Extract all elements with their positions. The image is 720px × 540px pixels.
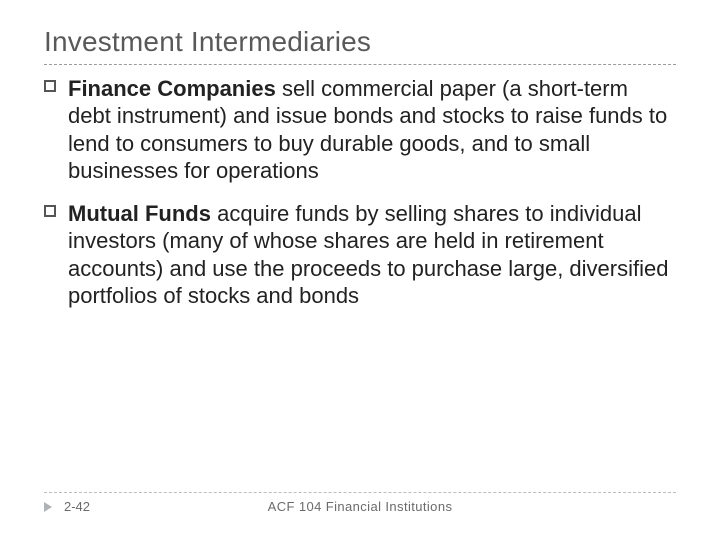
list-item: Mutual Funds acquire funds by selling sh… <box>44 200 676 309</box>
slide-footer: 2-42 ACF 104 Financial Institutions <box>44 492 676 514</box>
footer-row: 2-42 ACF 104 Financial Institutions <box>44 499 676 514</box>
bullet-lead: Finance Companies <box>68 76 276 101</box>
title-divider <box>44 64 676 65</box>
play-icon <box>44 502 52 512</box>
course-label: ACF 104 Financial Institutions <box>268 499 453 514</box>
bullet-lead: Mutual Funds <box>68 201 211 226</box>
slide-title: Investment Intermediaries <box>44 26 676 58</box>
slide: Investment Intermediaries Finance Compan… <box>0 0 720 540</box>
list-item: Finance Companies sell commercial paper … <box>44 75 676 184</box>
page-number: 2-42 <box>62 499 90 514</box>
bullet-list: Finance Companies sell commercial paper … <box>44 75 676 309</box>
footer-divider <box>44 492 676 493</box>
